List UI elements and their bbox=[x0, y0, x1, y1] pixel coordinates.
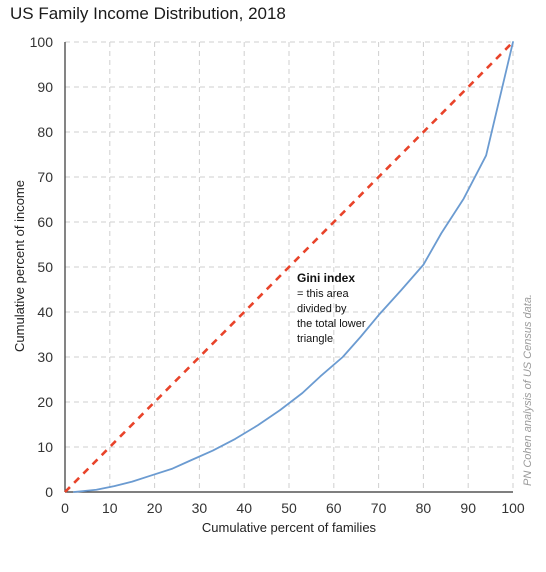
annotation-line-1: = this area bbox=[297, 288, 350, 300]
x-tick-label: 60 bbox=[326, 500, 342, 516]
annotation-heading: Gini index bbox=[297, 271, 355, 285]
gridlines bbox=[65, 41, 514, 492]
x-axis-label: Cumulative percent of families bbox=[202, 520, 377, 535]
y-tick-label: 50 bbox=[37, 259, 53, 275]
x-tick-label: 90 bbox=[460, 500, 476, 516]
lorenz-curve-line bbox=[73, 41, 514, 493]
chart-title: US Family Income Distribution, 2018 bbox=[10, 4, 286, 23]
annotation-line-2: divided by bbox=[297, 303, 347, 315]
x-tick-label: 80 bbox=[416, 500, 432, 516]
series-group bbox=[64, 41, 514, 493]
x-tick-label: 50 bbox=[281, 500, 297, 516]
y-tick-label: 90 bbox=[37, 79, 53, 95]
x-tick-label: 30 bbox=[192, 500, 208, 516]
y-tick-label: 30 bbox=[37, 349, 53, 365]
y-tick-label: 70 bbox=[37, 169, 53, 185]
x-tick-label: 100 bbox=[501, 500, 525, 516]
y-tick-label: 100 bbox=[30, 34, 54, 50]
y-tick-label: 80 bbox=[37, 124, 53, 140]
x-tick-label: 0 bbox=[61, 500, 69, 516]
x-tick-label: 70 bbox=[371, 500, 387, 516]
y-tick-label: 20 bbox=[37, 394, 53, 410]
annotation-line-3: the total lower bbox=[297, 318, 366, 330]
source-credit: PN Cohen analysis of US Census data. bbox=[522, 294, 534, 486]
axes bbox=[64, 42, 513, 493]
x-tick-label: 40 bbox=[236, 500, 252, 516]
y-tick-label: 60 bbox=[37, 214, 53, 230]
annotation-line-4: triangle bbox=[297, 333, 333, 345]
equality-line bbox=[64, 41, 514, 493]
y-tick-label: 10 bbox=[37, 439, 53, 455]
x-tick-label: 10 bbox=[102, 500, 118, 516]
x-tick-label: 20 bbox=[147, 500, 163, 516]
y-axis-label: Cumulative percent of income bbox=[12, 180, 27, 352]
y-tick-label: 0 bbox=[45, 484, 53, 500]
y-tick-labels: 0 10 20 30 40 50 60 70 80 90 100 bbox=[30, 34, 54, 500]
x-tick-labels: 0 10 20 30 40 50 60 70 80 90 100 bbox=[61, 500, 525, 516]
y-tick-label: 40 bbox=[37, 304, 53, 320]
gini-annotation: Gini index = this area divided by the to… bbox=[297, 271, 366, 345]
